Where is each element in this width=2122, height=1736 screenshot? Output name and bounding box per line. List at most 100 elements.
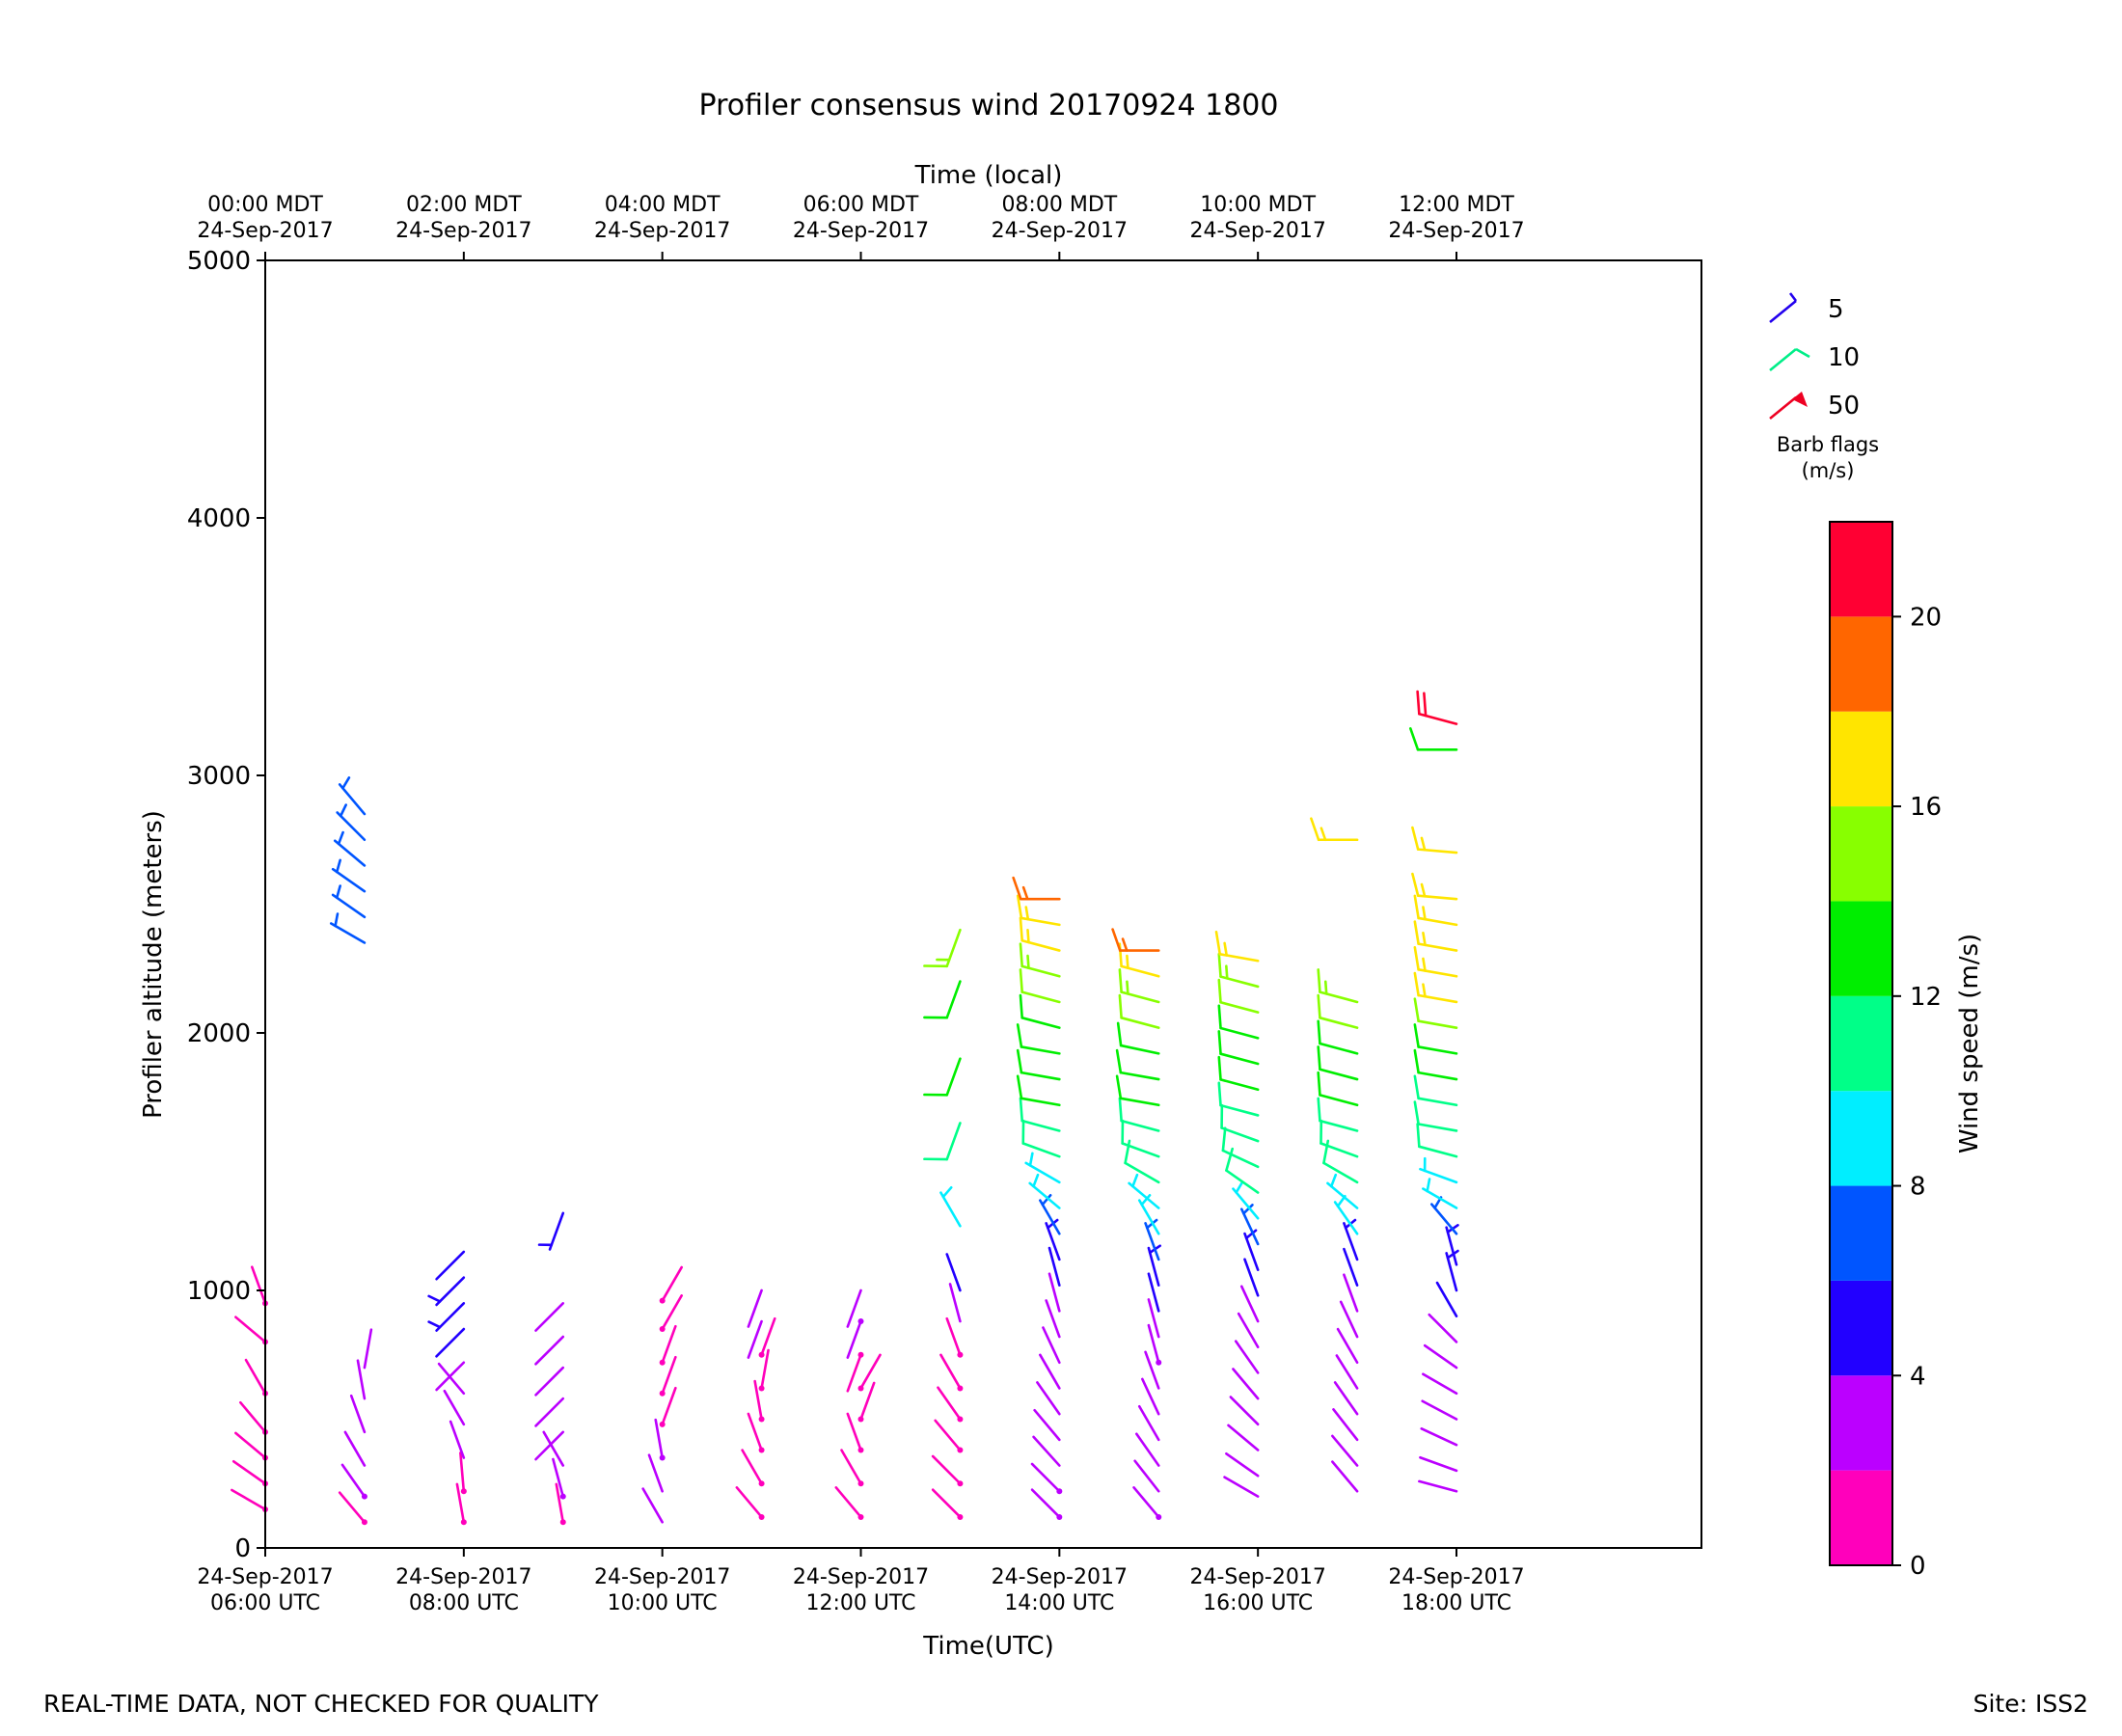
profile-1500 bbox=[1111, 928, 1162, 1520]
barb-staff bbox=[1428, 1313, 1458, 1343]
wind-barb bbox=[1419, 1455, 1458, 1473]
wind-barb bbox=[1335, 1354, 1359, 1390]
wind-barb bbox=[435, 1327, 466, 1358]
wind-barb bbox=[735, 1486, 765, 1520]
colorbar-bin bbox=[1830, 1280, 1892, 1376]
barb-staff bbox=[1219, 1000, 1260, 1014]
wind-barb bbox=[659, 1355, 677, 1397]
colorbar-tick-label: 4 bbox=[1910, 1362, 1926, 1391]
barb-staff bbox=[552, 1457, 565, 1498]
barb-staff bbox=[1326, 1181, 1359, 1209]
wind-barb bbox=[846, 1412, 864, 1453]
top-tick-label-time: 08:00 MDT bbox=[1001, 193, 1117, 217]
barb-feather bbox=[1221, 1126, 1227, 1153]
barb-feather bbox=[1422, 957, 1427, 972]
wind-barb bbox=[459, 1451, 467, 1495]
barb-staff bbox=[1239, 1207, 1260, 1246]
wind-barb bbox=[1036, 1381, 1061, 1416]
colorbar-tick-label: 8 bbox=[1910, 1173, 1926, 1202]
barb-staff bbox=[846, 1412, 862, 1451]
barb-feather bbox=[1217, 1081, 1222, 1107]
barb-staff bbox=[834, 1486, 862, 1519]
wind-barb bbox=[1039, 1194, 1061, 1235]
wind-barb bbox=[1221, 1126, 1260, 1169]
barb-staff bbox=[1243, 1258, 1260, 1297]
barb-staff bbox=[336, 811, 367, 842]
wind-barb bbox=[1418, 1479, 1458, 1493]
colorbar: 0 4 8 12 16 20 bbox=[1829, 521, 1942, 1581]
wind-barb bbox=[753, 1379, 765, 1423]
barb-feather bbox=[1019, 916, 1023, 942]
colorbar-bin bbox=[1830, 1091, 1892, 1186]
barb-staff bbox=[1219, 1052, 1260, 1066]
barb-feather bbox=[1214, 930, 1222, 956]
wind-barb bbox=[435, 1361, 466, 1392]
top-tick-label-time: 10:00 MDT bbox=[1200, 193, 1316, 217]
wind-barb bbox=[1416, 1123, 1458, 1158]
barb-feather bbox=[1317, 993, 1321, 1019]
barb-feather bbox=[335, 858, 341, 874]
barb-staff bbox=[1030, 1488, 1061, 1519]
wind-barb bbox=[1243, 1229, 1260, 1271]
wind-barb bbox=[1319, 1119, 1359, 1158]
barb-staff bbox=[1147, 1298, 1160, 1339]
wind-barb bbox=[1409, 726, 1458, 751]
barb-staff bbox=[1319, 1142, 1359, 1158]
wind-barb bbox=[534, 1366, 565, 1397]
wind-barb bbox=[1234, 1340, 1260, 1374]
barb-staff bbox=[1221, 1149, 1260, 1169]
barb-feather bbox=[1317, 1019, 1321, 1045]
barb-feather bbox=[1016, 1074, 1023, 1100]
wind-barb bbox=[542, 1430, 565, 1467]
wind-barb bbox=[1147, 1272, 1160, 1313]
barb-staff bbox=[1020, 1119, 1061, 1132]
colorbar-bin bbox=[1830, 901, 1892, 996]
wind-barb bbox=[1030, 1462, 1063, 1495]
chart-title: Profiler consensus wind 20170924 1800 bbox=[699, 89, 1279, 122]
barb-feather bbox=[1413, 1048, 1420, 1074]
barb-feather bbox=[1217, 953, 1222, 978]
wind-barb bbox=[1331, 1434, 1359, 1467]
wind-barb bbox=[1331, 1460, 1359, 1493]
wind-barb bbox=[1416, 690, 1458, 725]
wind-barb bbox=[1214, 930, 1260, 963]
wind-barb bbox=[1232, 1368, 1260, 1400]
barb-staff bbox=[1343, 1222, 1359, 1261]
barb-staff bbox=[534, 1302, 565, 1332]
barb-staff bbox=[1020, 1045, 1061, 1055]
barb-staff bbox=[1417, 1071, 1458, 1081]
wind-barb bbox=[641, 1487, 664, 1524]
wind-barb bbox=[1413, 946, 1458, 978]
wind-barb bbox=[1227, 1424, 1260, 1451]
barb-feather bbox=[1319, 827, 1327, 842]
wind-barb bbox=[331, 884, 367, 919]
barb-staff bbox=[338, 1491, 367, 1524]
profile-0600 bbox=[231, 1265, 268, 1512]
wind-barb bbox=[1220, 1103, 1260, 1143]
wind-barb bbox=[555, 1482, 566, 1526]
wind-barb bbox=[945, 1253, 962, 1292]
barb-staff bbox=[231, 1488, 267, 1511]
legend-entry-5: 5 bbox=[1769, 292, 1844, 324]
barb-feather bbox=[1012, 876, 1022, 901]
wind-barb bbox=[654, 1418, 666, 1461]
wind-barb bbox=[1243, 1258, 1260, 1297]
barb-staff bbox=[1144, 1222, 1160, 1261]
barb-staff bbox=[1243, 1232, 1260, 1271]
wind-barb bbox=[1413, 971, 1458, 1004]
wind-barb bbox=[1032, 1435, 1061, 1467]
wind-barb bbox=[945, 1316, 964, 1358]
wind-barb bbox=[534, 1335, 565, 1366]
wind-barb bbox=[455, 1482, 467, 1526]
wind-barb bbox=[647, 1453, 664, 1493]
barb-staff bbox=[534, 1366, 565, 1397]
wind-barb bbox=[834, 1486, 864, 1520]
barb-feather bbox=[1019, 942, 1023, 968]
barb-feather bbox=[1416, 1123, 1421, 1149]
wind-barb bbox=[1336, 1327, 1359, 1365]
barb-staff bbox=[333, 839, 367, 867]
barb-staff bbox=[937, 1386, 962, 1421]
y-tick-label: 1000 bbox=[187, 1277, 251, 1306]
wind-barb bbox=[1339, 1300, 1359, 1339]
barb-staff bbox=[931, 1454, 962, 1485]
